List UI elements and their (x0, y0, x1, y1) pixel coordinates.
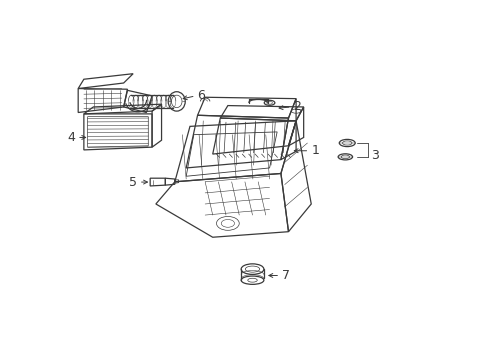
Text: 5: 5 (129, 176, 137, 189)
Text: 7: 7 (282, 269, 289, 282)
Text: 3: 3 (370, 149, 378, 162)
Text: 1: 1 (311, 144, 319, 157)
Text: 6: 6 (197, 89, 205, 102)
Text: 2: 2 (293, 100, 301, 113)
Text: 4: 4 (67, 131, 75, 144)
